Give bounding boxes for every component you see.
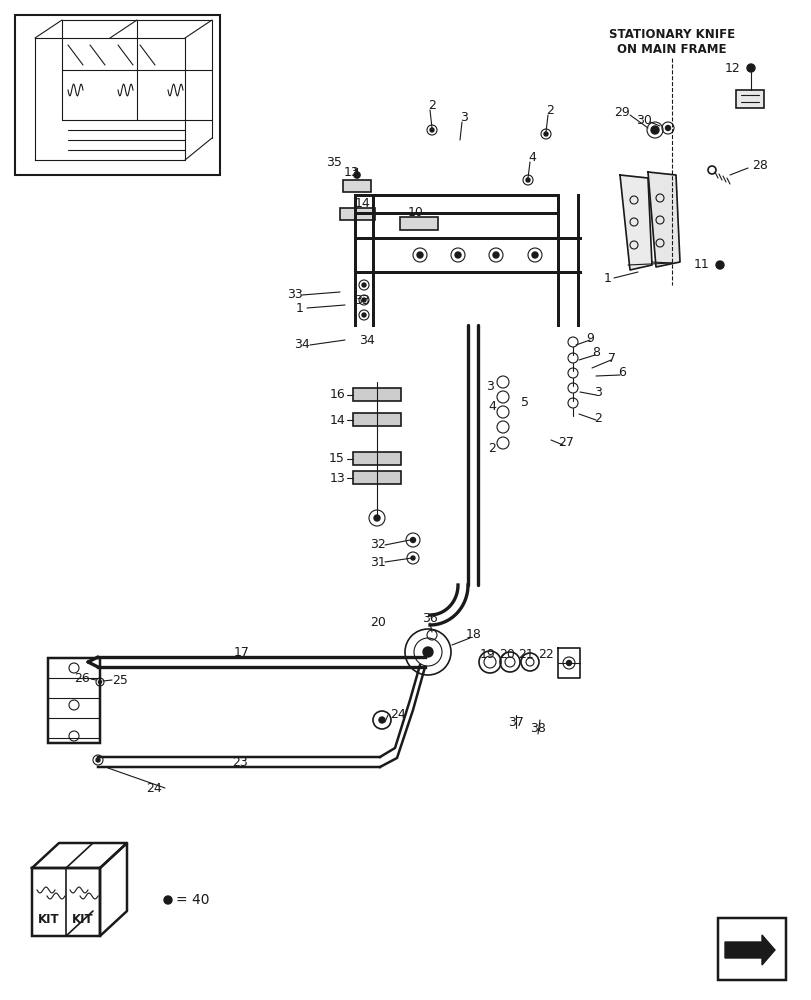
Text: 3: 3 — [460, 111, 467, 124]
Text: 15: 15 — [328, 452, 345, 466]
Bar — [353, 388, 401, 401]
Circle shape — [96, 758, 100, 762]
Text: 18: 18 — [466, 628, 482, 640]
Text: 1: 1 — [296, 302, 303, 314]
Text: 7: 7 — [607, 352, 616, 364]
Text: 2: 2 — [545, 104, 553, 117]
Polygon shape — [647, 172, 679, 267]
Text: 13: 13 — [344, 166, 359, 179]
Circle shape — [362, 283, 366, 287]
Circle shape — [650, 126, 659, 134]
Text: 23: 23 — [232, 756, 247, 768]
Text: 2: 2 — [487, 442, 496, 454]
Text: 22: 22 — [538, 648, 553, 662]
Text: 12: 12 — [723, 62, 739, 75]
Text: 3: 3 — [594, 386, 601, 399]
Text: 37: 37 — [508, 715, 523, 728]
Text: 21: 21 — [517, 648, 533, 662]
Circle shape — [374, 515, 380, 521]
Text: 33: 33 — [287, 288, 303, 302]
Circle shape — [430, 128, 433, 132]
Text: KIT: KIT — [72, 913, 94, 926]
Bar — [353, 452, 401, 465]
Circle shape — [715, 261, 723, 269]
Text: 24: 24 — [146, 782, 162, 794]
Circle shape — [746, 64, 754, 72]
Text: 14: 14 — [354, 197, 371, 210]
Text: 14: 14 — [328, 414, 345, 426]
Text: 11: 11 — [693, 258, 708, 271]
Text: 8: 8 — [591, 347, 599, 360]
Circle shape — [531, 252, 538, 258]
Circle shape — [492, 252, 499, 258]
Text: 17: 17 — [234, 646, 250, 658]
Text: 38: 38 — [530, 721, 545, 734]
Circle shape — [665, 126, 670, 131]
Text: 26: 26 — [74, 672, 90, 684]
Text: 9: 9 — [586, 332, 593, 344]
Bar — [15, 15, 220, 175]
Text: 4: 4 — [487, 400, 496, 414]
Text: = 40: = 40 — [176, 893, 209, 907]
Text: STATIONARY KNIFE
ON MAIN FRAME: STATIONARY KNIFE ON MAIN FRAME — [608, 28, 734, 56]
Text: 6: 6 — [617, 366, 625, 379]
Circle shape — [362, 313, 366, 317]
Text: 34: 34 — [358, 334, 375, 347]
Text: 20: 20 — [370, 615, 385, 628]
Text: 20: 20 — [499, 648, 514, 662]
Circle shape — [454, 252, 461, 258]
Text: 30: 30 — [635, 114, 651, 127]
Text: 3: 3 — [486, 380, 493, 393]
Bar — [717, 918, 785, 980]
Bar — [353, 471, 401, 484]
Text: 2: 2 — [594, 412, 601, 424]
Circle shape — [526, 178, 530, 182]
Circle shape — [417, 252, 423, 258]
Bar — [353, 413, 401, 426]
Text: KIT: KIT — [38, 913, 60, 926]
Text: 13: 13 — [328, 472, 345, 485]
Bar — [48, 658, 100, 743]
Circle shape — [379, 717, 384, 723]
Text: 36: 36 — [422, 611, 437, 624]
Text: 33: 33 — [354, 294, 370, 306]
Circle shape — [423, 647, 432, 657]
Text: 24: 24 — [389, 708, 406, 721]
Text: 27: 27 — [557, 436, 573, 450]
Bar — [340, 208, 375, 220]
Circle shape — [354, 172, 359, 178]
Circle shape — [543, 132, 547, 136]
Circle shape — [98, 680, 101, 684]
Bar — [735, 90, 763, 108]
Bar — [32, 868, 100, 936]
Circle shape — [164, 896, 172, 904]
Text: 1: 1 — [603, 271, 611, 284]
Polygon shape — [724, 935, 774, 965]
Text: 34: 34 — [294, 338, 310, 352]
Text: 19: 19 — [479, 648, 496, 662]
Text: 32: 32 — [370, 538, 385, 552]
Text: 16: 16 — [328, 388, 345, 401]
Circle shape — [362, 298, 366, 302]
Text: 29: 29 — [613, 106, 629, 119]
Text: 28: 28 — [751, 159, 767, 172]
Bar — [342, 180, 371, 192]
Text: 5: 5 — [521, 395, 528, 408]
Text: 31: 31 — [370, 556, 385, 568]
Text: 35: 35 — [326, 156, 341, 169]
Text: 10: 10 — [408, 206, 423, 219]
Circle shape — [566, 660, 571, 666]
Text: 2: 2 — [427, 99, 436, 112]
Polygon shape — [620, 175, 651, 270]
Circle shape — [410, 538, 415, 542]
Bar — [400, 217, 437, 230]
Circle shape — [410, 556, 414, 560]
Text: 4: 4 — [527, 151, 535, 164]
Text: 25: 25 — [112, 674, 127, 686]
